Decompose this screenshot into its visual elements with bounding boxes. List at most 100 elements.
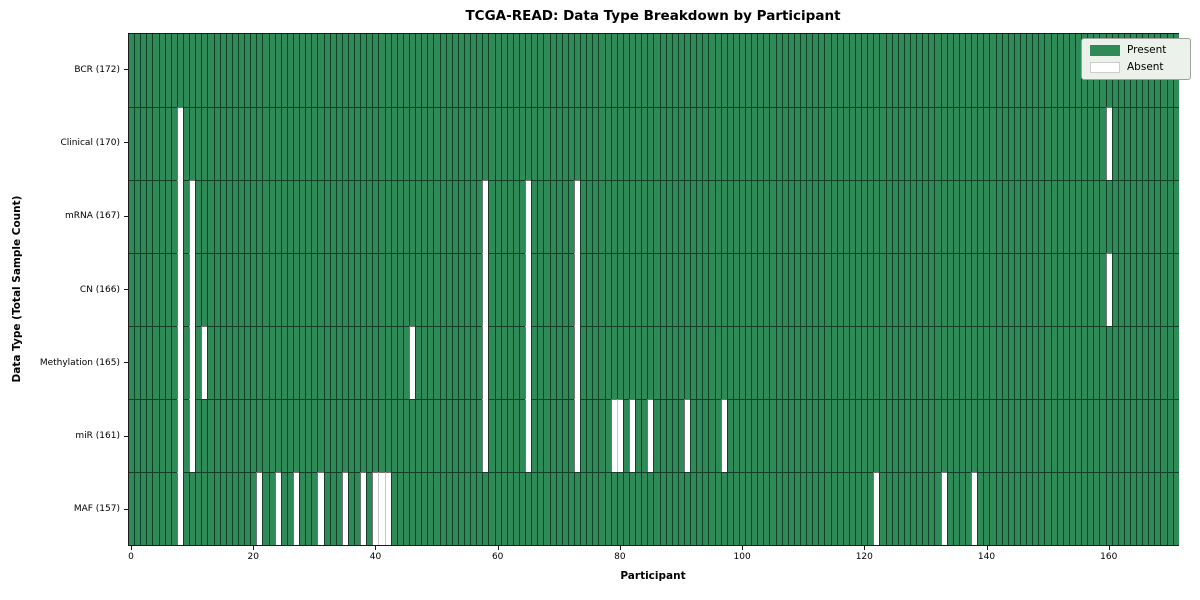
matrix-cell [543,326,550,399]
matrix-cell [793,399,801,472]
legend-item-absent: Absent [1090,62,1182,73]
matrix-cell [800,107,807,180]
matrix-cell [341,180,348,253]
y-tick-label-BCR: BCR (172) [74,64,120,75]
matrix-cell [427,34,434,107]
matrix-cell [738,180,746,253]
matrix-cell [129,253,135,326]
matrix-cell [714,107,721,180]
x-tick-label-140: 140 [977,552,996,562]
matrix-cell [891,472,898,545]
matrix-cell [323,399,330,472]
matrix-cell [677,253,684,326]
matrix-cell [390,326,397,399]
matrix-cell [1013,253,1020,326]
matrix-cell [164,472,171,545]
matrix-cell [1136,399,1143,472]
matrix-cell [891,107,898,180]
y-tick-mark [124,362,128,364]
matrix-cell [885,34,892,107]
matrix-cell [299,253,306,326]
matrix-cell [390,399,397,472]
matrix-cell [1044,253,1051,326]
matrix-cell [427,253,434,326]
matrix-cell [641,472,648,545]
x-tick-label-100: 100 [733,552,751,562]
matrix-cell [134,326,141,399]
matrix-cell [464,107,471,180]
matrix-cell [335,326,342,399]
matrix-cell [182,180,190,253]
matrix-cell [537,472,544,545]
matrix-cell [1056,326,1063,399]
matrix-cell [842,180,849,253]
y-tick-mark [124,142,128,144]
matrix-cell [354,34,361,107]
matrix-cell [696,326,703,399]
matrix-cell [940,180,947,253]
matrix-cell [525,34,532,107]
matrix-cell [225,34,232,107]
matrix-cell [573,472,581,545]
matrix-cell [726,180,733,253]
matrix-cell [873,326,880,399]
matrix-cell [647,326,654,399]
matrix-cell [873,472,880,545]
matrix-cell [1001,34,1008,107]
matrix-cell [989,253,996,326]
matrix-cell [653,326,660,399]
matrix-cell [1026,107,1033,180]
matrix-cell [641,253,648,326]
matrix-cell [1038,326,1045,399]
matrix-cell [1099,326,1106,399]
matrix-cell [1007,472,1014,545]
matrix-cell [274,326,281,399]
matrix-cell [421,326,428,399]
matrix-cell [1142,107,1149,180]
matrix-cell [647,180,654,253]
matrix-cell [219,107,226,180]
matrix-cell [182,326,190,399]
matrix-cell [555,399,562,472]
matrix-cell [317,180,324,253]
matrix-cell [274,107,281,180]
matrix-cell [457,180,465,253]
matrix-cell [311,180,318,253]
matrix-cell [543,180,550,253]
matrix-cell [482,399,489,472]
matrix-cell [176,34,183,107]
matrix-cell [983,107,990,180]
matrix-cell [1142,326,1149,399]
matrix-cell [189,399,196,472]
matrix-cell [506,326,513,399]
matrix-cell [451,326,458,399]
matrix-cell [311,34,318,107]
matrix-cell [329,472,336,545]
matrix-cell [580,326,587,399]
matrix-cell [580,253,587,326]
matrix-cell [1123,472,1130,545]
matrix-cell [372,326,379,399]
matrix-cell [836,399,843,472]
matrix-cell [683,472,691,545]
matrix-cell [274,399,281,472]
matrix-cell [977,472,984,545]
matrix-cell [1129,107,1137,180]
matrix-cell [793,472,801,545]
matrix-cell [757,472,764,545]
matrix-cell [964,326,972,399]
matrix-cell [842,253,849,326]
matrix-cell [873,399,880,472]
matrix-cell [280,326,287,399]
matrix-cell [1142,472,1149,545]
matrix-cell [561,399,568,472]
matrix-cell [665,399,672,472]
matrix-cell [934,107,941,180]
matrix-cell [793,34,801,107]
matrix-cell [763,326,770,399]
matrix-cell [1013,107,1020,180]
matrix-cell [292,399,300,472]
matrix-cell [549,107,556,180]
matrix-cell [745,180,752,253]
matrix-cell [1032,472,1039,545]
